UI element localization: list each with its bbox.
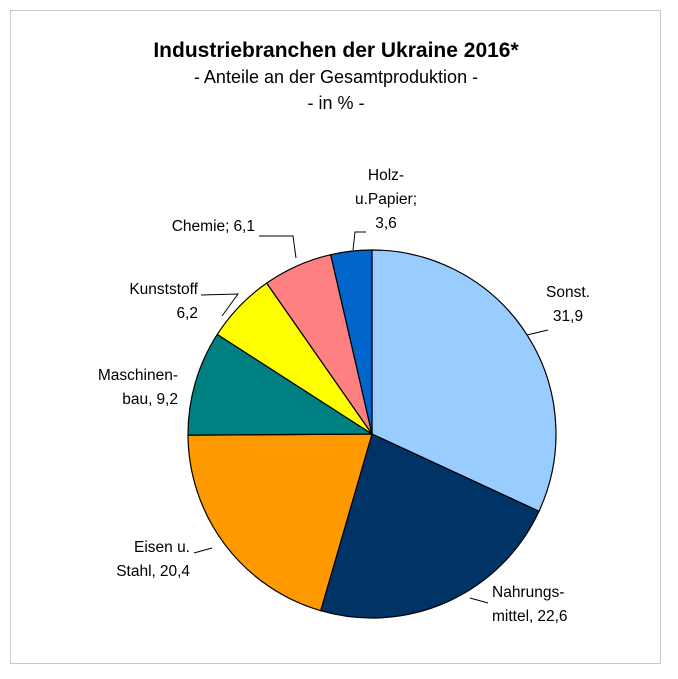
pie: [187, 249, 557, 619]
value-label: 6,2: [176, 305, 198, 322]
category-label: Eisen u.: [134, 539, 190, 556]
value-label: 6,1: [233, 218, 255, 235]
category-label: Nahrungs-: [492, 584, 564, 601]
pie-slice: [330, 249, 373, 435]
data-label: Nahrungs-mittel, 22,6: [492, 584, 568, 625]
data-label: Holz-u.Papier; 3,6: [355, 167, 417, 232]
category-label: Maschinen-: [98, 367, 178, 384]
chart-subtitle: - in % -: [307, 93, 364, 113]
value-label: 9,2: [156, 391, 178, 408]
value-label: 20,4: [160, 563, 191, 580]
pie-slice: [371, 249, 557, 513]
data-label: Kunststoff 6,2: [129, 281, 198, 322]
pie-slice: [319, 433, 540, 619]
category-label: u.Papier;: [355, 191, 417, 208]
chart-subtitle: - Anteile an der Gesamtproduktion -: [194, 67, 478, 87]
data-label: Eisen u. Stahl, 20,4: [116, 539, 190, 580]
category-label: Holz-: [368, 167, 404, 184]
category-label: mittel,: [492, 608, 533, 625]
category-label: Kunststoff: [129, 281, 198, 298]
category-label: Sonst.: [546, 284, 590, 301]
leader-line: [200, 293, 240, 317]
leader-line: [193, 547, 213, 554]
data-label: Maschinen-bau, 9,2: [98, 367, 178, 408]
value-label: 22,6: [537, 608, 567, 625]
leader-line: [259, 235, 297, 259]
chart-title: Industriebranchen der Ukraine 2016*: [153, 39, 519, 62]
value-label: 31,9: [553, 308, 583, 325]
category-label: bau,: [122, 391, 152, 408]
data-labels: Sonst. 31,9 Nahrungs-mittel, 22,6 Eisen u. St…: [98, 167, 590, 625]
leader-line: [526, 329, 549, 336]
category-label: Stahl,: [116, 563, 156, 580]
pie-slice: [187, 333, 375, 436]
category-label: Chemie;: [172, 218, 230, 235]
value-label: 3,6: [375, 215, 397, 232]
leader-line: [469, 597, 489, 604]
data-label: Chemie; 6,1: [172, 218, 255, 235]
chart-frame: [10, 10, 661, 664]
data-label: Sonst. 31,9: [546, 284, 590, 325]
leader-line: [352, 231, 366, 251]
pie-slice: [187, 433, 373, 612]
